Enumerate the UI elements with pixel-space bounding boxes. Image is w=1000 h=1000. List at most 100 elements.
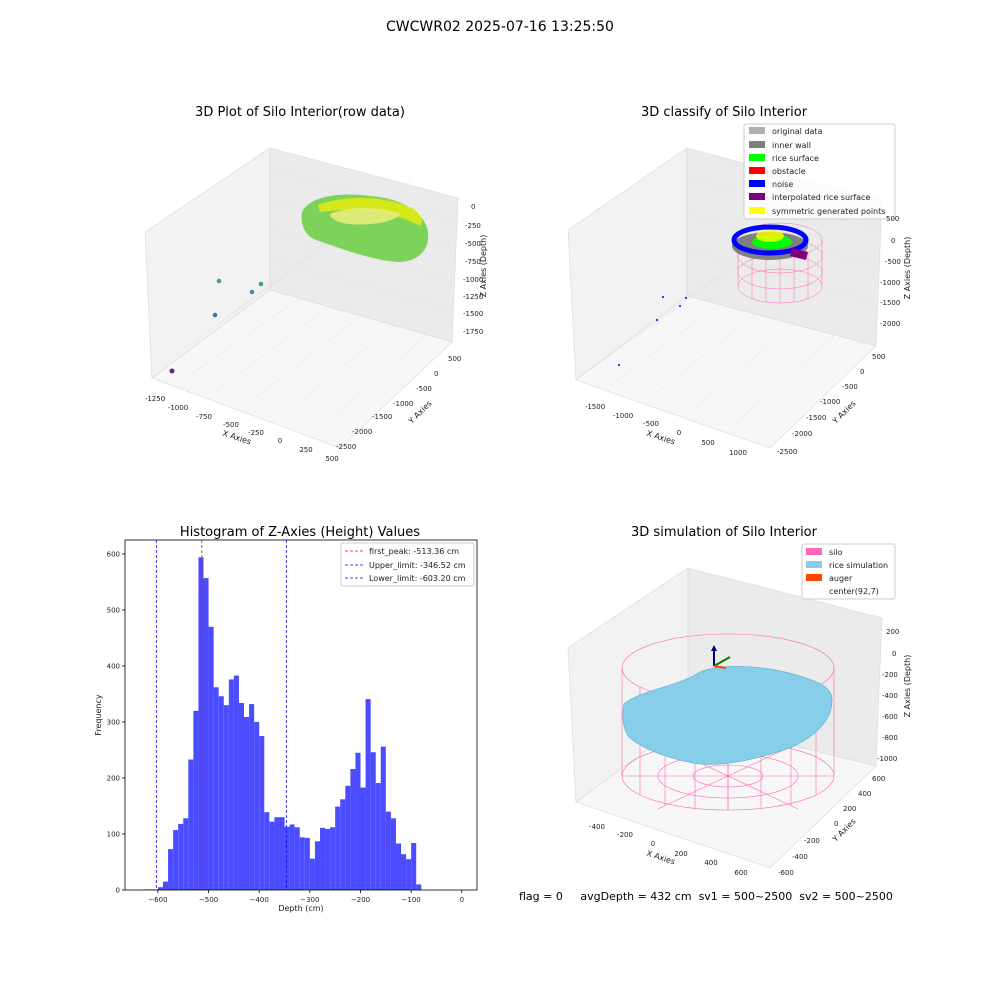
histogram-bar: [183, 818, 189, 890]
histogram-bar: [416, 884, 422, 890]
z-tick-label: 500: [886, 215, 899, 223]
histogram-bar: [390, 818, 396, 890]
y-tick-label: -2500: [336, 443, 356, 451]
histogram-bar: [279, 817, 285, 890]
histogram-bar: [188, 759, 194, 890]
z-tick-label: -1750: [463, 328, 483, 336]
histogram-bar: [213, 687, 219, 890]
histogram-bar: [335, 806, 341, 890]
raw-3d-outlier-point: [169, 368, 175, 374]
histogram-bar: [375, 783, 381, 890]
x-tick-label: -400: [589, 823, 605, 831]
y-tick-label: 400: [858, 790, 871, 798]
x-tick-label: 0: [460, 896, 464, 904]
classify-3d-noise-point: [685, 297, 687, 299]
histogram-y-label: Frequency: [94, 694, 103, 736]
histogram-bar: [395, 843, 402, 890]
histogram-bar: [274, 817, 280, 890]
classify-3d-noise-point: [679, 305, 681, 307]
x-tick-label: −400: [250, 896, 269, 904]
y-tick-label: 500: [872, 353, 885, 361]
z-tick-label: 0: [891, 237, 895, 245]
classify-3d-x-label: X Axies: [645, 429, 676, 447]
z-tick-label: -800: [882, 734, 898, 742]
z-tick-label: 200: [886, 628, 899, 636]
z-tick-label: -400: [882, 692, 898, 700]
histogram-bar: [208, 626, 214, 890]
x-tick-label: 400: [704, 859, 717, 867]
z-tick-label: -200: [882, 671, 898, 679]
y-tick-label: 0: [834, 820, 838, 828]
y-tick-label: 0: [116, 887, 120, 895]
x-tick-label: 0: [677, 429, 681, 437]
classify-3d-y-ticks: 500 0 -500 -1000 -1500 -2000 -2500: [777, 353, 885, 456]
z-tick-label: 0: [471, 203, 475, 211]
raw-3d-z-ticks: 0 -250 -500 -750 -1000 -1250 -1500 -1750: [463, 203, 483, 336]
y-tick-label: -1500: [372, 413, 392, 421]
classify-3d-symmetric-points: [756, 230, 784, 242]
histogram-bar: [233, 675, 239, 890]
x-tick-label: −300: [300, 896, 319, 904]
x-tick-label: -250: [248, 429, 264, 437]
legend-swatch-silo: [806, 548, 822, 555]
raw-3d-outlier-point: [216, 278, 222, 284]
histogram-bar: [380, 746, 386, 890]
histogram-bar: [350, 769, 356, 890]
x-tick-label: 1000: [729, 449, 747, 457]
simulation-3d-x-label: X Axies: [645, 849, 676, 867]
histogram-bar: [269, 821, 275, 890]
panel-classify-3d: 3D classify of Silo Interior: [567, 105, 912, 457]
classify-3d-z-label: Z Axies (Depth): [903, 237, 912, 300]
histogram-bar: [299, 837, 305, 890]
z-tick-label: -250: [465, 222, 481, 230]
x-tick-label: -500: [223, 421, 239, 429]
status-sv2: sv2 = 500~2500: [799, 890, 893, 903]
simulation-3d-rice-surface: [622, 666, 833, 765]
y-tick-label: -2000: [792, 430, 812, 438]
histogram-bar: [406, 859, 412, 890]
histogram-bar: [360, 787, 366, 890]
y-tick-label: -200: [804, 837, 820, 845]
y-tick-label: -500: [842, 383, 858, 391]
simulation-3d-auger-arrow: [711, 645, 717, 651]
histogram-bar: [284, 826, 290, 890]
histogram-bar: [294, 827, 300, 890]
legend-label: interpolated rice surface: [772, 193, 870, 202]
histogram-bar: [249, 704, 255, 890]
legend-label: inner wall: [772, 141, 811, 150]
histogram-bar: [365, 699, 371, 890]
histogram-bar: [401, 854, 407, 890]
histogram-bar: [193, 710, 199, 890]
histogram-bar: [319, 827, 326, 890]
status-line: flag = 0 avgDepth = 432 cm sv1 = 500~250…: [519, 890, 893, 903]
x-tick-label: -1500: [585, 403, 605, 411]
y-tick-label: 400: [107, 663, 120, 671]
z-tick-label: -1500: [880, 299, 900, 307]
raw-3d-floor-pane: [151, 289, 453, 449]
x-tick-label: -750: [196, 413, 212, 421]
x-tick-label: −500: [199, 896, 218, 904]
legend-label: Lower_limit: -603.20 cm: [369, 574, 466, 583]
histogram-bar: [325, 828, 331, 890]
y-tick-label: -1000: [820, 398, 840, 406]
histogram-bar: [385, 811, 391, 890]
histogram-bar: [340, 799, 346, 890]
histogram-bar: [157, 887, 163, 890]
panel-histogram: Histogram of Z-Axies (Height) Values −60…: [94, 525, 478, 913]
x-tick-label: 250: [299, 446, 312, 454]
classify-3d-title: 3D classify of Silo Interior: [641, 105, 808, 120]
histogram-bar: [198, 557, 204, 890]
histogram-title: Histogram of Z-Axies (Height) Values: [180, 525, 420, 540]
simulation-3d-z-label: Z Axies (Depth): [903, 655, 912, 718]
legend-swatch-obstacle: [749, 167, 765, 174]
legend-swatch-symmetric: [749, 207, 765, 214]
z-tick-label: -1250: [463, 293, 483, 301]
x-tick-label: 500: [701, 439, 714, 447]
classify-3d-x-ticks: -1500 -1000 -500 0 500 1000: [585, 403, 747, 457]
figure-suptitle: CWCWR02 2025-07-16 13:25:50: [386, 19, 614, 35]
histogram-bar: [289, 824, 295, 890]
x-tick-label: 600: [734, 869, 747, 877]
raw-3d-rim-points: [318, 197, 422, 226]
legend-frame: [743, 123, 896, 220]
legend-swatch-original: [749, 127, 765, 134]
